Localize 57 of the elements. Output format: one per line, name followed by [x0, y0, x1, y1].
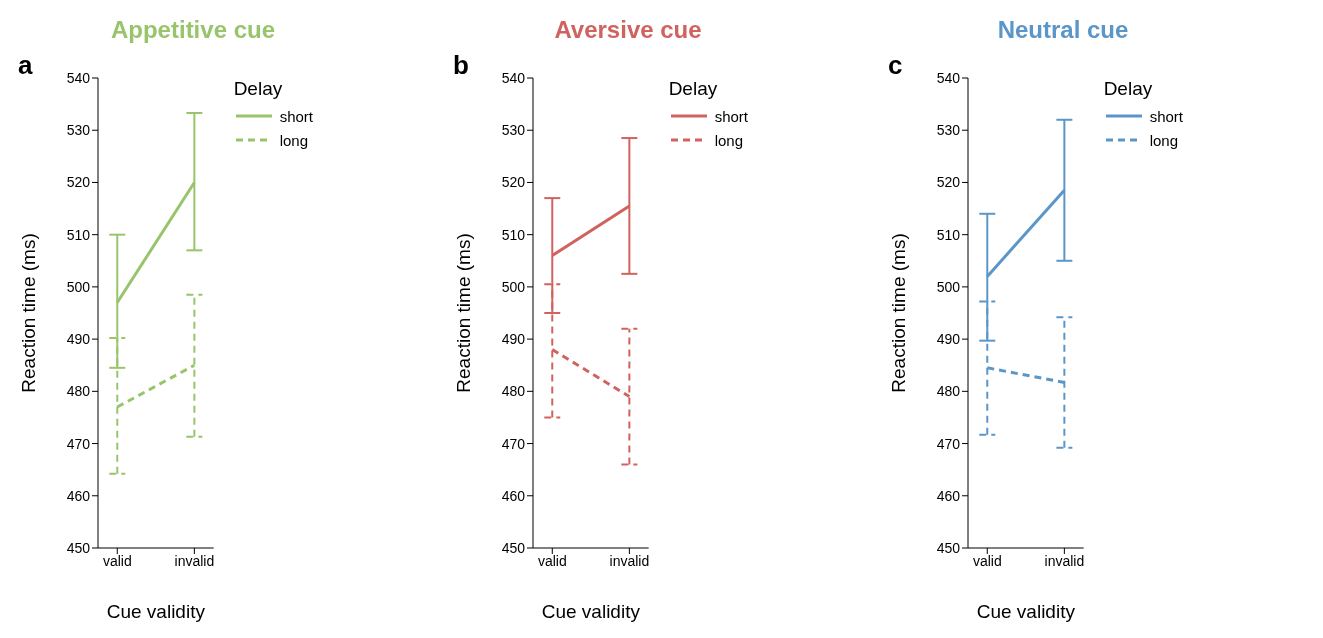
chart-title: Neutral cue	[996, 16, 1130, 44]
y-tick-label: 480	[66, 383, 91, 400]
x-tick-label: valid	[102, 552, 132, 569]
chart-title: Appetitive cue	[109, 16, 276, 44]
y-tick-label: 450	[66, 539, 91, 556]
y-axis-title: Reaction time (ms)	[452, 233, 474, 393]
y-tick-label: 450	[501, 539, 526, 556]
y-tick-label: 460	[66, 487, 91, 504]
legend-title: Delay	[233, 78, 284, 100]
legend-label: short	[1149, 107, 1183, 125]
y-tick-label: 530	[501, 122, 526, 139]
y-tick-label: 470	[936, 435, 961, 452]
y-tick-label: 470	[501, 435, 526, 452]
y-tick-label: 530	[66, 122, 91, 139]
y-axis-title: Reaction time (ms)	[17, 233, 39, 393]
chart-title: Aversive cue	[553, 16, 703, 44]
y-tick-label: 510	[936, 226, 961, 243]
y-tick-label: 530	[936, 122, 961, 139]
y-tick-label: 540	[66, 69, 91, 86]
y-tick-label: 540	[501, 69, 526, 86]
y-axis-title: Reaction time (ms)	[887, 233, 909, 393]
y-tick-label: 490	[501, 331, 526, 348]
legend-label: short	[714, 107, 748, 125]
y-tick-label: 460	[501, 487, 526, 504]
legend-label: short	[279, 107, 313, 125]
y-tick-label: 460	[936, 487, 961, 504]
x-tick-label: invalid	[1044, 552, 1085, 569]
y-tick-label: 520	[936, 174, 961, 191]
y-tick-label: 490	[66, 331, 91, 348]
x-tick-label: invalid	[174, 552, 215, 569]
y-tick-label: 480	[501, 383, 526, 400]
x-axis-title: Cue validity	[976, 601, 1076, 622]
y-tick-label: 500	[936, 278, 961, 295]
y-tick-label: 500	[501, 278, 526, 295]
text: b	[453, 50, 469, 81]
text: a	[18, 50, 33, 81]
legend-title: Delay	[668, 78, 719, 100]
legend-label: long	[279, 131, 308, 149]
y-tick-label: 520	[501, 174, 526, 191]
y-tick-label: 510	[501, 226, 526, 243]
y-tick-label: 480	[936, 383, 961, 400]
x-tick-label: valid	[537, 552, 567, 569]
text: c	[888, 50, 903, 81]
y-tick-label: 520	[66, 174, 91, 191]
y-tick-label: 500	[66, 278, 91, 295]
y-tick-label: 450	[936, 539, 961, 556]
y-tick-label: 490	[936, 331, 961, 348]
legend-title: Delay	[1103, 78, 1154, 100]
y-tick-label: 510	[66, 226, 91, 243]
x-axis-title: Cue validity	[541, 601, 641, 622]
x-axis-title: Cue validity	[106, 601, 206, 622]
x-tick-label: valid	[972, 552, 1002, 569]
legend-label: long	[1149, 131, 1178, 149]
legend-label: long	[714, 131, 743, 149]
x-tick-label: invalid	[609, 552, 650, 569]
y-tick-label: 470	[66, 435, 91, 452]
y-tick-label: 540	[936, 69, 961, 86]
